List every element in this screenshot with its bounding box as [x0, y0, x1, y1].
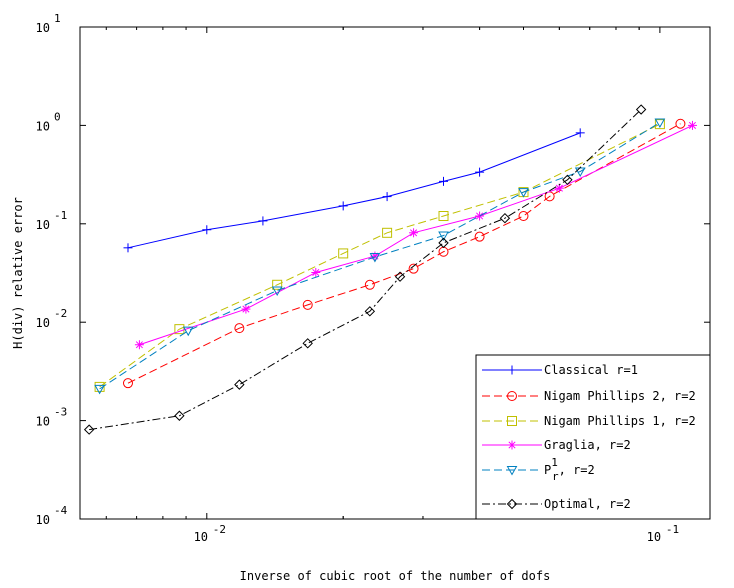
- data-point: [83, 424, 95, 435]
- legend-marker: [507, 365, 517, 375]
- legend-label-suffix: , r=2: [559, 463, 595, 477]
- data-point: [123, 243, 133, 253]
- data-point: [438, 211, 449, 222]
- legend-marker: [506, 466, 518, 476]
- y-tick-label: 10: [36, 415, 50, 429]
- y-tick-label: 10: [36, 513, 50, 527]
- data-point: [439, 176, 449, 186]
- data-point: [575, 128, 585, 138]
- series-line: [127, 132, 581, 249]
- x-axis-label: Inverse of cubic root of the number of d…: [240, 569, 551, 583]
- data-point: [364, 306, 376, 317]
- data-point: [369, 252, 381, 263]
- data-point: [272, 279, 283, 290]
- legend-label: Nigam Phillips 1, r=2: [544, 414, 696, 428]
- y-tick-exponent: -4: [54, 504, 68, 517]
- series-line: [99, 122, 661, 390]
- legend-label: Optimal, r=2: [544, 497, 631, 511]
- legend: Classical r=1 Nigam Phillips 2, r=2 Nigam …: [475, 354, 711, 520]
- data-point: [174, 410, 185, 421]
- legend-marker: [507, 391, 517, 401]
- data-point: [338, 248, 349, 259]
- data-point: [518, 188, 529, 198]
- data-point: [382, 227, 393, 238]
- data-point: [687, 120, 697, 130]
- data-point: [364, 279, 375, 290]
- y-tick-exponent: 0: [54, 110, 61, 123]
- legend-label-sup: 1: [551, 456, 558, 469]
- series-line: [89, 109, 642, 431]
- data-point: [94, 381, 105, 392]
- y-tick-exponent: -2: [54, 307, 67, 320]
- x-tick-label: 10: [194, 530, 208, 544]
- data-point: [234, 379, 245, 390]
- axis-ticks: 10 -2 10 -1 10 1 10 0 10 -1 10 -2 10 -3 10 -4: [36, 12, 710, 544]
- data-point: [475, 167, 485, 177]
- data-point: [94, 384, 105, 395]
- data-point: [408, 263, 419, 274]
- data-point: [302, 338, 313, 349]
- data-point: [182, 326, 194, 337]
- series-line: [99, 123, 661, 388]
- data-point: [302, 299, 313, 310]
- data-point: [675, 118, 686, 129]
- series-layer: [83, 104, 697, 435]
- data-point: [562, 174, 573, 186]
- series-line: [127, 123, 681, 384]
- data-point: [258, 216, 268, 226]
- y-axis-label: H(div) relative error: [11, 197, 25, 349]
- y-tick-label: 10: [36, 316, 50, 330]
- data-point: [174, 324, 185, 335]
- y-tick-exponent: -1: [54, 209, 67, 222]
- data-point: [338, 201, 348, 211]
- data-point: [438, 231, 449, 242]
- data-point: [518, 211, 529, 222]
- legend-marker: [507, 440, 517, 450]
- y-tick-label: 10: [36, 21, 50, 35]
- y-tick-label: 10: [36, 119, 50, 133]
- x-tick-exponent: -1: [666, 523, 679, 536]
- data-point: [394, 271, 406, 282]
- y-tick-label: 10: [36, 218, 50, 232]
- x-tick-exponent: -2: [213, 523, 226, 536]
- data-point: [134, 340, 144, 350]
- data-point: [122, 378, 133, 389]
- legend-label: P1 r, r=2: [544, 456, 595, 483]
- data-point: [499, 212, 511, 224]
- legend-marker: [507, 416, 517, 426]
- legend-label: Classical r=1: [544, 363, 638, 377]
- data-point: [654, 119, 665, 130]
- data-point: [241, 304, 251, 314]
- legend-label: Graglia, r=2: [544, 438, 631, 452]
- legend-label-base: P: [544, 463, 551, 477]
- data-point: [409, 228, 419, 238]
- data-point: [382, 192, 392, 202]
- legend-label: Nigam Phillips 2, r=2: [544, 389, 696, 403]
- data-point: [474, 231, 485, 242]
- data-point: [654, 118, 666, 129]
- data-point: [271, 286, 283, 297]
- y-tick-exponent: 1: [54, 12, 61, 25]
- data-point: [311, 267, 321, 277]
- legend-marker: [506, 498, 518, 510]
- data-point: [438, 237, 449, 249]
- data-point: [635, 104, 647, 115]
- legend-label-sub: r: [552, 470, 559, 483]
- data-point: [202, 225, 212, 235]
- data-point: [475, 211, 485, 221]
- data-point: [234, 323, 245, 334]
- x-tick-label: 10: [647, 530, 661, 544]
- legend-box: [475, 354, 711, 520]
- y-tick-exponent: -3: [54, 406, 67, 419]
